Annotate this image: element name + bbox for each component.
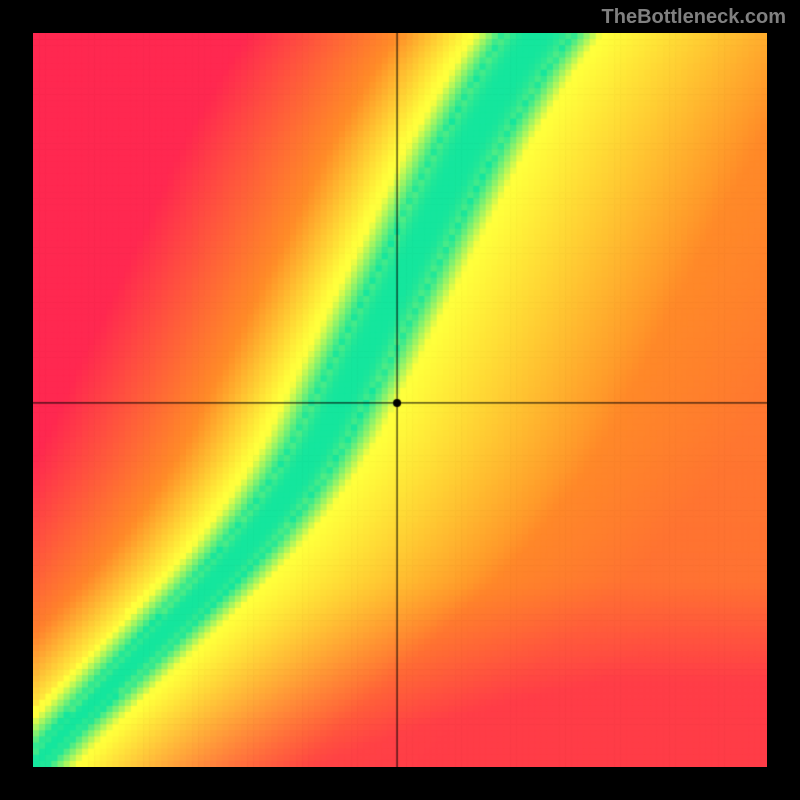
plot-area [33, 33, 767, 767]
heatmap-canvas [33, 33, 767, 767]
chart-container: TheBottleneck.com [0, 0, 800, 800]
watermark-text: TheBottleneck.com [602, 6, 786, 29]
